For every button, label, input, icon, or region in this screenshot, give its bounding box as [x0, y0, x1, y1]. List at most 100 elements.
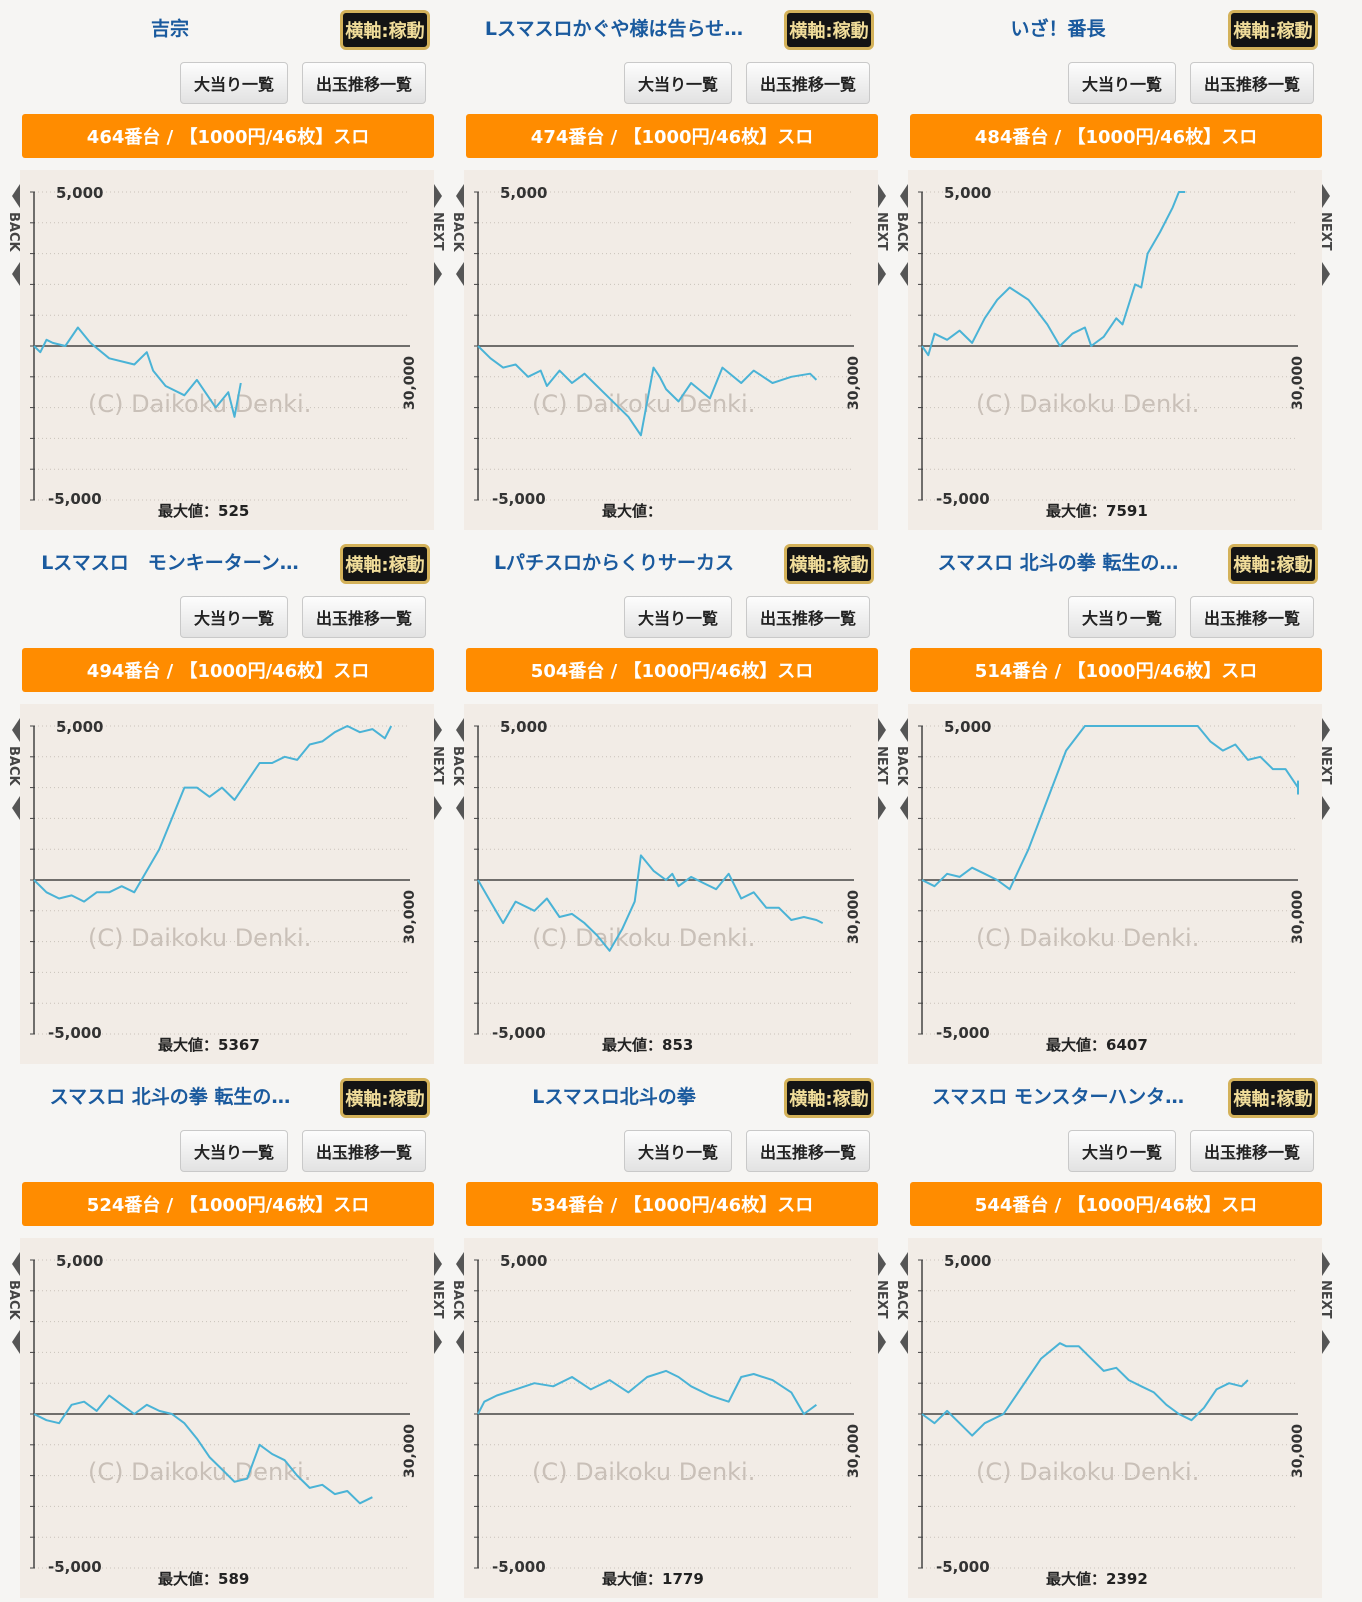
back-button[interactable]: BACK	[6, 1252, 21, 1354]
y-tick-label: -5,000	[936, 1558, 990, 1576]
y-tick-label: -5,000	[48, 490, 102, 508]
back-arrow-icon	[12, 184, 20, 208]
payout-chart: 5,000 -5,000 30,000 (C) Daikoku Denki. BACK N…	[444, 1238, 898, 1602]
machine-title-link[interactable]: スマスロ モンスターハンタ…	[931, 1086, 1185, 1108]
trend-list-button[interactable]: 出玉推移一覧	[302, 596, 426, 638]
next-button[interactable]: NEXT	[430, 1252, 445, 1354]
hit-list-button[interactable]: 大当り一覧	[180, 1130, 288, 1172]
next-arrow-icon	[1322, 184, 1330, 208]
hit-list-button[interactable]: 大当り一覧	[180, 62, 288, 104]
trend-list-button[interactable]: 出玉推移一覧	[746, 1130, 870, 1172]
machine-number-bar[interactable]: 534番台 / 【1000円/46枚】スロ	[466, 1182, 878, 1226]
machine-number-bar[interactable]: 464番台 / 【1000円/46枚】スロ	[22, 114, 434, 158]
back-arrow-icon	[900, 1330, 908, 1354]
payout-chart: 5,000 -5,000 30,000 (C) Daikoku Denki. BACK N…	[888, 704, 1342, 1068]
chart-panel	[20, 704, 434, 1064]
machine-number-bar[interactable]: 544番台 / 【1000円/46枚】スロ	[910, 1182, 1322, 1226]
next-button[interactable]: NEXT	[874, 184, 889, 286]
max-number: 6407	[1106, 1036, 1148, 1054]
trend-list-button[interactable]: 出玉推移一覧	[746, 596, 870, 638]
machine-card: スマスロ モンスターハンタ… 横軸:稼動 大当り一覧 出玉推移一覧 544番台 …	[888, 1068, 1342, 1602]
next-button[interactable]: NEXT	[1318, 184, 1333, 286]
next-button[interactable]: NEXT	[874, 718, 889, 820]
y-tick-label: 5,000	[944, 184, 991, 202]
axis-toggle-button[interactable]: 横軸:稼動	[784, 544, 874, 584]
next-arrow-icon	[1322, 1330, 1330, 1354]
machine-title-link[interactable]: Lパチスロからくりサーカス	[493, 552, 735, 574]
chart-panel	[20, 1238, 434, 1598]
hit-list-button[interactable]: 大当り一覧	[624, 596, 732, 638]
hit-list-button[interactable]: 大当り一覧	[624, 1130, 732, 1172]
machine-card: 吉宗 横軸:稼動 大当り一覧 出玉推移一覧 464番台 / 【1000円/46枚…	[0, 0, 454, 534]
axis-toggle-button[interactable]: 横軸:稼動	[340, 544, 430, 584]
machine-title-link[interactable]: Lスマスロ北斗の拳	[532, 1086, 696, 1108]
machine-title-link[interactable]: Lスマスロ モンキーターン…	[41, 552, 299, 574]
hit-list-button[interactable]: 大当り一覧	[1068, 62, 1176, 104]
back-label: BACK	[6, 1280, 21, 1321]
machine-title-link[interactable]: スマスロ 北斗の拳 転生の…	[49, 1086, 291, 1108]
machine-title-link[interactable]: スマスロ 北斗の拳 転生の…	[937, 552, 1179, 574]
max-value: 最大値：1779	[602, 1570, 704, 1588]
max-label: 最大値：	[158, 502, 218, 520]
watermark: (C) Daikoku Denki.	[976, 924, 1199, 952]
machine-number-bar[interactable]: 514番台 / 【1000円/46枚】スロ	[910, 648, 1322, 692]
back-button[interactable]: BACK	[450, 184, 465, 286]
trend-list-button[interactable]: 出玉推移一覧	[302, 1130, 426, 1172]
machine-title-link[interactable]: Lスマスロかぐや様は告らせ…	[484, 18, 744, 40]
payout-chart: 5,000 -5,000 30,000 (C) Daikoku Denki. BACK N…	[0, 704, 454, 1068]
y-tick-label: 5,000	[500, 1252, 547, 1270]
next-button[interactable]: NEXT	[430, 184, 445, 286]
hit-list-button[interactable]: 大当り一覧	[624, 62, 732, 104]
hit-list-button[interactable]: 大当り一覧	[1068, 1130, 1176, 1172]
axis-toggle-button[interactable]: 横軸:稼動	[340, 1078, 430, 1118]
axis-toggle-button[interactable]: 横軸:稼動	[784, 10, 874, 50]
next-button[interactable]: NEXT	[874, 1252, 889, 1354]
back-button[interactable]: BACK	[894, 184, 909, 286]
max-label: 最大値：	[602, 1036, 662, 1054]
trend-list-button[interactable]: 出玉推移一覧	[1190, 1130, 1314, 1172]
machine-title-link[interactable]: 吉宗	[150, 18, 189, 40]
back-button[interactable]: BACK	[450, 718, 465, 820]
back-button[interactable]: BACK	[6, 184, 21, 286]
next-label: NEXT	[1318, 212, 1333, 251]
back-button[interactable]: BACK	[894, 1252, 909, 1354]
hit-list-button[interactable]: 大当り一覧	[1068, 596, 1176, 638]
chart-svg: 5,000 -5,000 30,000 (C) Daikoku Denki. BACK N…	[6, 704, 445, 1064]
axis-toggle-button[interactable]: 横軸:稼動	[1228, 544, 1318, 584]
back-label: BACK	[450, 746, 465, 787]
trend-list-button[interactable]: 出玉推移一覧	[746, 62, 870, 104]
x-tick-label: 30,000	[402, 890, 418, 944]
axis-toggle-button[interactable]: 横軸:稼動	[1228, 10, 1318, 50]
trend-list-button[interactable]: 出玉推移一覧	[302, 62, 426, 104]
machine-number-bar[interactable]: 474番台 / 【1000円/46枚】スロ	[466, 114, 878, 158]
axis-toggle-button[interactable]: 横軸:稼動	[1228, 1078, 1318, 1118]
axis-toggle-button[interactable]: 横軸:稼動	[340, 10, 430, 50]
next-arrow-icon	[878, 796, 886, 820]
machine-number-bar[interactable]: 494番台 / 【1000円/46枚】スロ	[22, 648, 434, 692]
payout-series-line	[477, 345, 818, 437]
chart-svg: 5,000 -5,000 30,000 (C) Daikoku Denki. BACK N…	[894, 1238, 1333, 1598]
y-tick-label: 5,000	[56, 718, 103, 736]
next-button[interactable]: NEXT	[1318, 718, 1333, 820]
next-button[interactable]: NEXT	[430, 718, 445, 820]
machine-title-link[interactable]: いざ！番長	[1010, 18, 1106, 40]
next-button[interactable]: NEXT	[1318, 1252, 1333, 1354]
x-tick-label: 30,000	[846, 1424, 862, 1478]
x-tick-label: 30,000	[1290, 890, 1306, 944]
payout-chart: 5,000 -5,000 30,000 (C) Daikoku Denki. BACK N…	[888, 1238, 1342, 1602]
payout-series-line	[921, 191, 1186, 357]
grid-lines	[474, 191, 854, 501]
axis-toggle-button[interactable]: 横軸:稼動	[784, 1078, 874, 1118]
back-button[interactable]: BACK	[450, 1252, 465, 1354]
machine-number-bar[interactable]: 484番台 / 【1000円/46枚】スロ	[910, 114, 1322, 158]
trend-list-button[interactable]: 出玉推移一覧	[1190, 596, 1314, 638]
payout-series-line	[477, 1369, 817, 1415]
machine-number-bar[interactable]: 504番台 / 【1000円/46枚】スロ	[466, 648, 878, 692]
next-arrow-icon	[434, 718, 442, 742]
back-button[interactable]: BACK	[894, 718, 909, 820]
back-button[interactable]: BACK	[6, 718, 21, 820]
next-arrow-icon	[878, 262, 886, 286]
machine-number-bar[interactable]: 524番台 / 【1000円/46枚】スロ	[22, 1182, 434, 1226]
hit-list-button[interactable]: 大当り一覧	[180, 596, 288, 638]
trend-list-button[interactable]: 出玉推移一覧	[1190, 62, 1314, 104]
